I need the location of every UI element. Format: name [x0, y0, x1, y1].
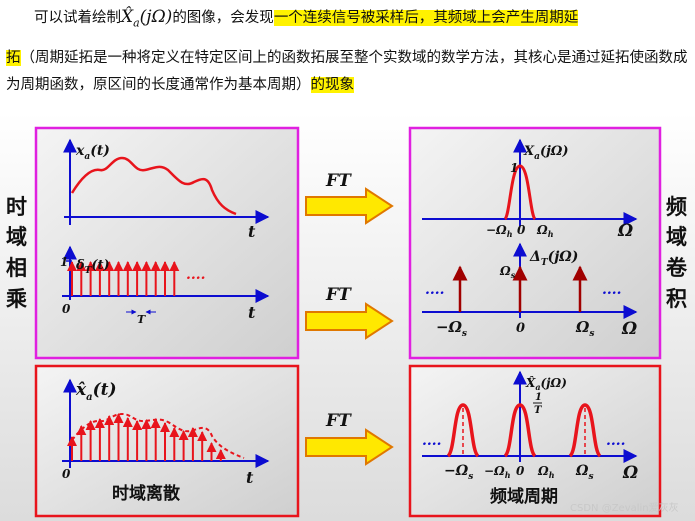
panel1-t-label: t — [248, 222, 256, 241]
panel2-right-ellipsis: .... — [186, 267, 206, 283]
side-right-2: 卷 — [666, 256, 688, 280]
panel4-omega-axis-label: Ω — [617, 221, 633, 241]
p1-text-b: 的图像，会发现 — [172, 10, 274, 26]
panel-Xa-periodic-spectrum: .... .... X̂a(jΩ) 1 T −Ωs −Ωh 0 Ωh Ωs Ω … — [422, 370, 638, 507]
p2-highlight-start: 拓 — [6, 50, 21, 66]
panel2-label: δT(t) — [75, 258, 110, 276]
side-left-0: 时 — [6, 195, 27, 219]
side-left-3: 乘 — [5, 287, 27, 311]
panel5-pos-omega-s: Ωs — [575, 318, 594, 339]
panel5-label: ΔT(jΩ) — [529, 249, 578, 268]
panel1-signal-curve — [70, 156, 237, 216]
p1-symbol-x: X̂ — [121, 7, 134, 27]
side-left-1: 域 — [6, 225, 27, 249]
ft-arrow-1-shape — [305, 187, 394, 225]
p1-symbol-arg: (jΩ) — [139, 7, 173, 27]
side-label-right: 频 域 卷 积 — [666, 195, 688, 311]
panel6-neg-omega-s: −Ωs — [444, 463, 473, 482]
p1-text-a: 可以试着绘制 — [34, 10, 121, 26]
panel5-neg-omega-s: −Ωs — [436, 318, 467, 339]
panel6-left-ellipsis: .... — [422, 433, 442, 449]
p1-symbol-sub: a — [133, 16, 140, 30]
panel4-neg-omega-h: −Ωh — [486, 223, 513, 239]
paragraph-1: 可以试着绘制X̂a(jΩ)的图像，会发现一个连续信号被采样后，其频域上会产生周期… — [6, 4, 690, 36]
panel3-zero-label: 0 — [62, 467, 71, 481]
panel4-zero-label: 0 — [517, 223, 526, 237]
panel6-pulse-pos — [568, 403, 602, 458]
panel-delta: 1 0 δT(t) .... t T — [60, 245, 270, 326]
panel6-one-over-t-num: 1 — [535, 392, 542, 403]
panel1-label: xa(t) — [75, 143, 110, 162]
panel6-neg-omega-h: −Ωh — [484, 464, 511, 480]
panel-Xa-spectrum: 1 Xa(jΩ) −Ωh 0 Ωh Ω — [422, 138, 638, 241]
panel6-right-ellipsis: .... — [606, 433, 626, 449]
panel5-omega-axis-label: Ω — [621, 319, 637, 339]
ft-arrow-3-label: FT — [325, 411, 352, 431]
panel-xa-sampled: x̂a(t) 0 t 时域离散 — [62, 378, 270, 504]
panel2-t-label: t — [248, 303, 256, 322]
panel4-one-label: 1 — [510, 161, 518, 175]
left-frame-bottom — [34, 364, 300, 518]
panel4-label: Xa(jΩ) — [523, 144, 569, 162]
panel5-left-ellipsis: .... — [425, 282, 445, 298]
panel6-pos-omega-h: Ωh — [537, 464, 555, 480]
panel3-label: x̂a(t) — [75, 380, 117, 403]
panel-DeltaT-spectrum: .... .... Ωs ΔT(jΩ) −Ωs 0 Ωs Ω — [422, 242, 638, 339]
panel3-caption: 时域离散 — [112, 483, 181, 504]
ft-arrow-1-label: FT — [325, 171, 352, 191]
panel5-zero-label: 0 — [516, 321, 525, 336]
side-left-2: 相 — [6, 256, 27, 280]
p1-symbol: X̂a(jΩ) — [121, 7, 173, 30]
ft-arrow-2: FT — [305, 285, 394, 340]
p2-highlight-end: 的现象 — [310, 77, 354, 93]
panel6-label: X̂a(jΩ) — [525, 375, 567, 392]
ft-arrow-1: FT — [305, 171, 394, 225]
ft-arrow-3: FT — [305, 411, 394, 466]
panel3-t-label: t — [246, 468, 254, 487]
panel2-impulse-train — [67, 261, 180, 296]
panel2-period-label: T — [137, 313, 146, 326]
right-frame-top — [408, 126, 662, 360]
side-label-left: 时 域 相 乘 — [5, 195, 27, 311]
panel3-sample-train — [67, 413, 226, 461]
p1-highlight: 一个连续信号被采样后，其频域上会产生周期延 — [273, 10, 579, 26]
paragraph-2: 拓（周期延拓是一种将定义在特定区间上的函数拓展至整个实数域的数学方法，其核心是通… — [6, 45, 690, 99]
panel6-omega-axis-label: Ω — [622, 463, 638, 483]
panel4-pos-omega-h: Ωh — [536, 223, 554, 239]
panel5-right-ellipsis: .... — [602, 282, 622, 298]
panel6-caption: 频域周期 — [490, 486, 558, 507]
watermark: CSDN @Zevalin爱灰灰 — [570, 501, 679, 514]
side-right-1: 域 — [666, 225, 687, 249]
panel-xa: xa(t) t — [63, 138, 270, 241]
left-frame-top — [34, 126, 300, 360]
panel6-one-over-t-den: T — [534, 405, 543, 416]
ft-arrow-2-label: FT — [325, 285, 352, 305]
panel6-pulse-zero — [503, 403, 537, 458]
side-right-3: 积 — [666, 287, 687, 311]
panel5-height-label: Ωs — [499, 264, 516, 280]
panel6-pulse-neg — [446, 403, 480, 458]
panel2-zero-label: 0 — [62, 302, 71, 316]
p2-body: （周期延拓是一种将定义在特定区间上的函数拓展至整个实数域的数学方法，其核心是通过… — [6, 50, 688, 93]
panel2-one-label: 1 — [60, 255, 68, 269]
panel6-pos-omega-s: Ωs — [575, 463, 594, 482]
ft-arrow-2-shape — [305, 302, 394, 340]
side-right-0: 频 — [666, 195, 687, 219]
panel6-zero-label: 0 — [516, 464, 525, 478]
ft-arrow-3-shape — [305, 428, 394, 466]
panel4-spectrum-pulse — [503, 164, 537, 221]
